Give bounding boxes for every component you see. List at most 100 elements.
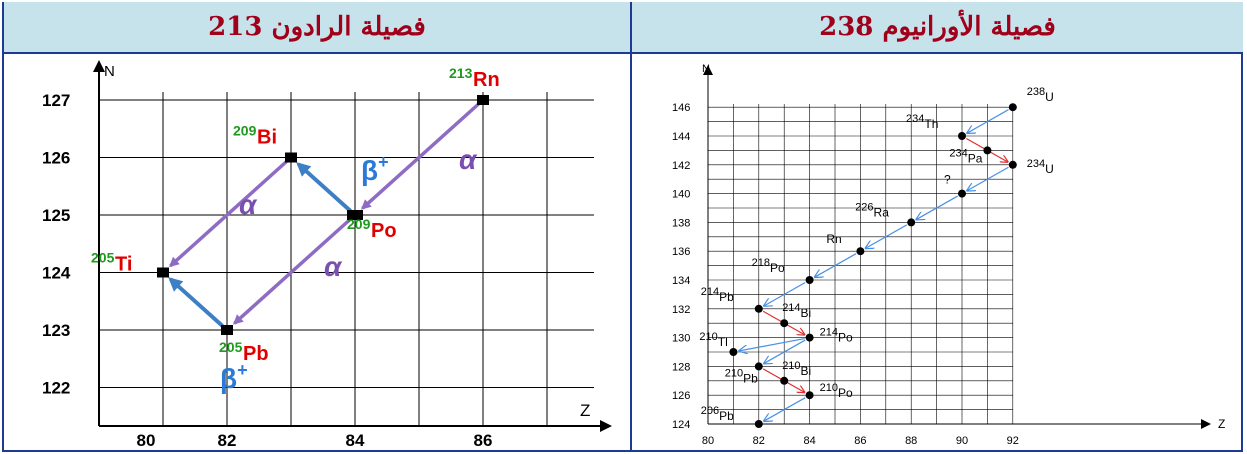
right-grid [703,65,1211,429]
right-y-tick-label: 144 [672,131,690,143]
right-y-tick-label: 136 [672,246,690,258]
left-nuclide-point [285,152,297,163]
alpha-arrow-po218-pb214 [764,281,806,305]
alpha-arrow-po210-pb206 [764,397,806,421]
alpha-arrow-bi209-ti205 [168,160,288,268]
right-nuclide-label: ? [944,173,951,187]
right-x-axis-label: Z [1218,417,1225,431]
right-nuclide-label: 218Po [752,257,785,275]
alpha-arrow-u234-th230 [967,166,1009,190]
left-grid [93,60,612,432]
right-y-tick-label: 138 [672,217,690,229]
right-x-tick-label: 86 [854,435,866,447]
alpha-arrow-ra226-rn222 [866,224,908,248]
right-y-tick-label: 146 [672,102,690,114]
right-nuclide-point [805,276,814,284]
nuclide-symbol-label: Pb [243,343,269,365]
right-nuclide-point [1008,160,1017,169]
nuclide-mass-label: 205 [219,339,243,355]
right-nuclide-point [729,348,738,356]
right-x-tick-label: 82 [753,435,765,447]
left-nuclide-point [157,267,169,278]
right-nuclide-point [958,189,966,198]
left-nuclide-points [157,95,489,335]
alpha-arrow-po209-pb205 [232,217,352,325]
right-y-tick-label: 132 [672,304,690,316]
nuclide-symbol-label: Bi [257,127,277,149]
uranium-238-decay-chart: N Z 124 126 128 130 132 134 136 138 140 142 144 146 80… [672,63,1225,447]
alpha-arrow-po214-pb210 [764,339,806,363]
left-panel-title: فصيلة الرادون 213 [4,2,630,54]
right-nuclide-label: 214Po [820,327,853,345]
decay-type-label: α [239,189,258,220]
left-decay-arrows [168,102,480,328]
decay-type-label: α [324,251,343,282]
right-panel-title: فصيلة الأورانيوم 238 [632,2,1243,54]
right-nuclide-label: 234U [1027,158,1054,176]
left-nuclide-point [477,95,489,105]
right-nuclide-point [856,247,865,256]
nuclide-symbol-label: Ti [115,254,132,276]
left-nuclide-point [347,210,363,220]
nuclide-mass-label: 205 [91,250,115,266]
right-y-tick-label: 124 [672,419,690,431]
right-nuclide-label: 206Pb [701,405,734,423]
left-x-tick-label: 84 [346,431,365,450]
beta-arrow-pb205-ti205 [168,277,224,328]
left-y-tick-label: 124 [42,264,71,283]
right-x-tick-label: 92 [1007,435,1019,447]
decay-type-label: β+ [361,152,389,186]
right-nuclide-point [958,132,966,140]
right-nuclide-label: 210Pb [725,367,758,385]
right-nuclide-label: 210Po [820,382,853,400]
right-y-tick-label: 134 [672,275,690,287]
right-y-tick-label: 128 [672,361,690,373]
right-y-tick-label: 130 [672,333,690,345]
decay-type-label: α [459,144,478,175]
nuclide-mass-label: 209 [347,216,371,232]
right-nuclide-point [805,391,814,400]
right-nuclide-label: 234Th [906,113,938,131]
right-x-tick-label: 88 [905,435,917,447]
right-labels: N Z 124 126 128 130 132 134 136 138 140 142 144 146 80… [672,63,1225,447]
right-nuclide-point [780,319,789,328]
left-y-tick-label: 126 [42,149,70,168]
right-x-tick-label: 80 [702,435,714,447]
right-nuclide-point [754,362,763,371]
left-nuclide-point [221,325,233,335]
right-y-axis-label: N [702,63,710,75]
right-nuclide-point [983,146,992,155]
right-nuclide-label: 210Bi [782,360,811,378]
right-nuclide-point [754,420,763,428]
right-y-tick-label: 142 [672,160,690,172]
nuclide-mass-label: 209 [233,123,257,139]
decay-type-label: β+ [220,360,248,394]
right-nuclide-point [805,333,814,342]
nuclide-symbol-label: Po [371,220,397,242]
left-x-axis-label: Z [580,401,590,420]
alpha-arrow-bi214-tl210 [739,337,805,351]
right-nuclide-label: 214Bi [782,302,811,320]
right-y-tick-label: 140 [672,189,690,201]
left-x-tick-label: 82 [218,431,237,450]
right-nuclide-label: 234Pa [949,147,982,165]
left-y-tick-label: 127 [42,91,70,110]
right-nuclide-label: 214Pb [701,286,734,304]
alpha-arrow-rn222-po218 [815,253,857,277]
alpha-arrow-u238-th234 [967,109,1009,133]
right-x-tick-label: 90 [956,435,968,447]
right-nuclide-label: 226Ra [855,201,889,219]
right-y-tick-label: 126 [672,390,690,402]
right-nuclide-label: 238U [1027,86,1054,104]
right-nuclide-points [729,103,1017,428]
right-nuclide-label: 210Tl [699,331,727,349]
panel-divider [630,2,632,452]
left-y-tick-label: 125 [42,206,70,225]
left-y-axis-label: N [104,63,115,80]
beta-arrow-po209-bi209 [296,162,352,213]
right-nuclide-point [780,376,789,385]
right-nuclide-label: Rn [826,232,841,246]
nuclide-symbol-label: Rn [473,69,500,91]
